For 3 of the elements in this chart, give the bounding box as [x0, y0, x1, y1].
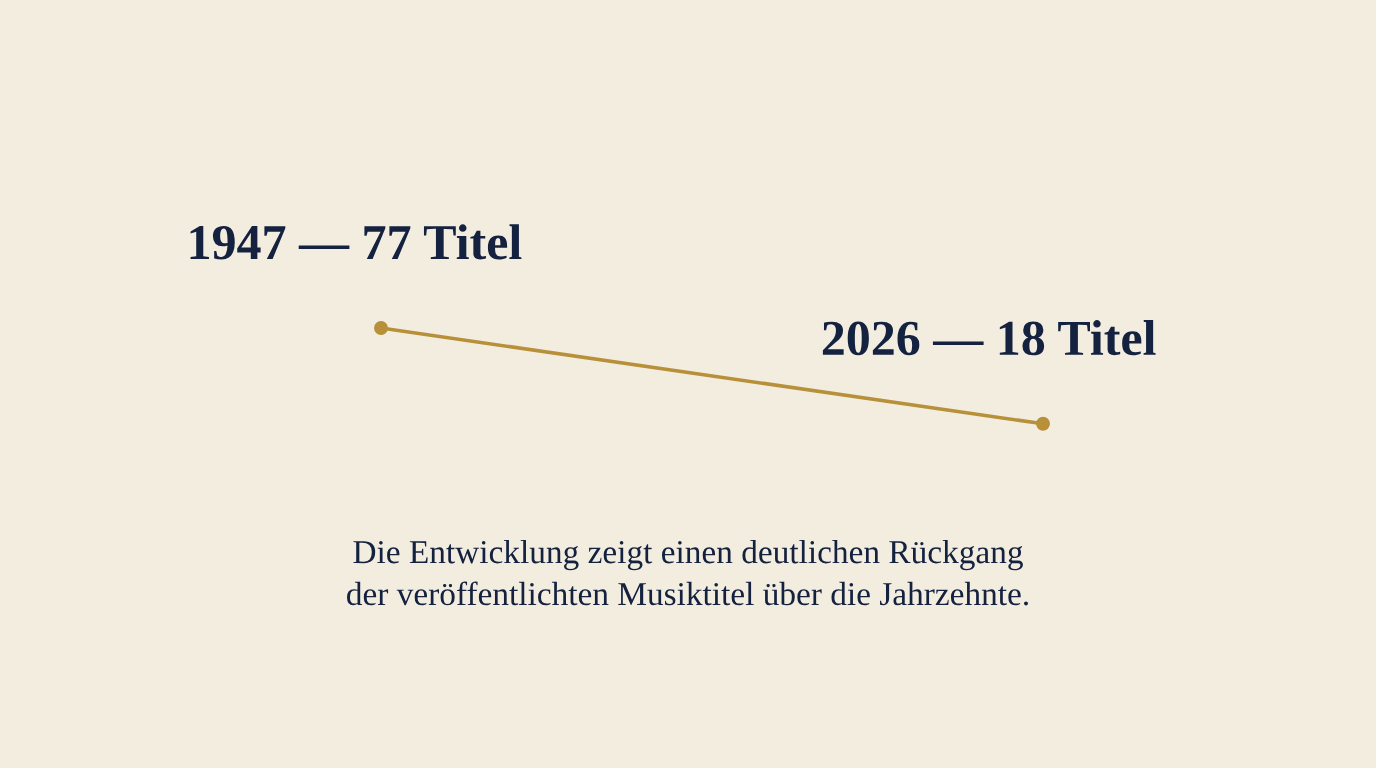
text: Die Entwicklung zeigt einen deutlichen Rückgang der veröffentlichten Musiktitel über die Jahrzehnte.	[347, 539, 1028, 606]
data-label: 1947 — 77 Titel	[190, 224, 522, 260]
data-label: 2026 — 18 Titel	[822, 320, 1156, 356]
